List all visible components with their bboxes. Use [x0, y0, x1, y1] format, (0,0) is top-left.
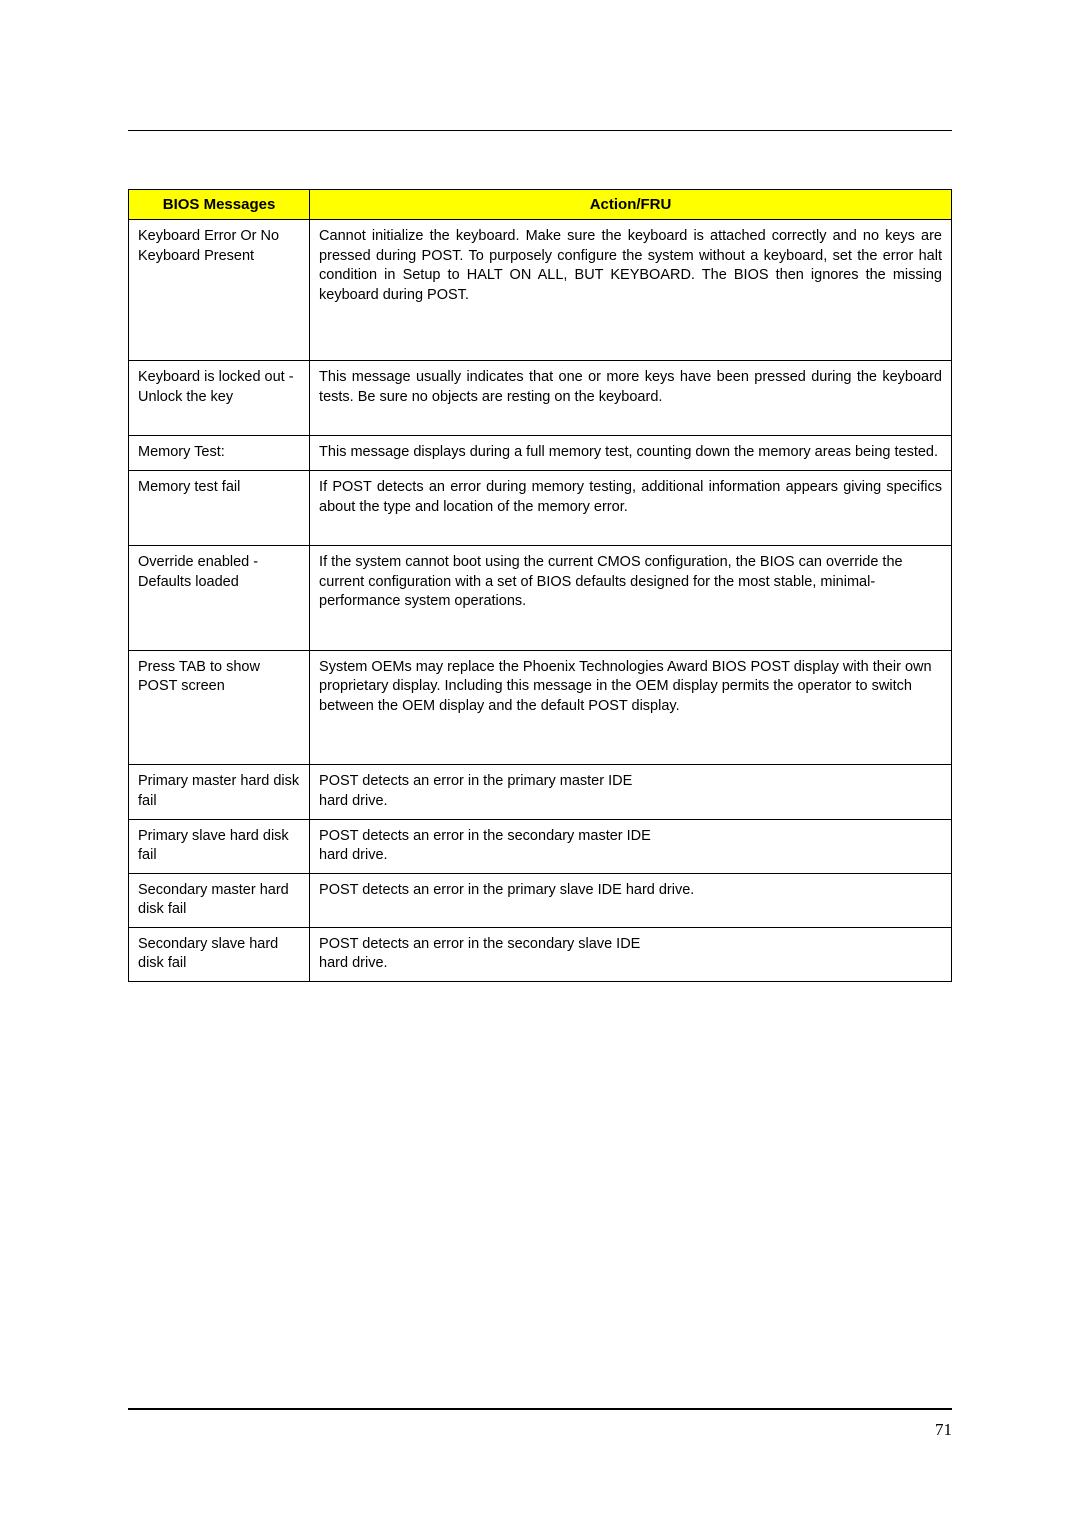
bios-message-cell: Memory test fail: [129, 470, 310, 545]
page-footer: 71: [128, 1408, 952, 1440]
bios-message-cell: Keyboard is locked out - Unlock the key: [129, 361, 310, 436]
bios-message-cell: Primary master hard disk fail: [129, 765, 310, 819]
bios-message-cell: Primary slave hard disk fail: [129, 819, 310, 873]
action-cell: POST detects an error in the primary mas…: [310, 765, 952, 819]
top-divider: [128, 130, 952, 131]
table-row: Memory Test: This message displays durin…: [129, 436, 952, 471]
table-row: Primary slave hard disk fail POST detect…: [129, 819, 952, 873]
table-row: Keyboard Error Or No Keyboard Present Ca…: [129, 220, 952, 361]
bios-messages-table: BIOS Messages Action/FRU Keyboard Error …: [128, 189, 952, 982]
action-cell: POST detects an error in the secondary s…: [310, 927, 952, 981]
action-cell: This message displays during a full memo…: [310, 436, 952, 471]
table-row: Secondary master hard disk fail POST det…: [129, 873, 952, 927]
action-cell: System OEMs may replace the Phoenix Tech…: [310, 650, 952, 765]
action-cell: Cannot initialize the keyboard. Make sur…: [310, 220, 952, 361]
table-row: Primary master hard disk fail POST detec…: [129, 765, 952, 819]
bios-message-cell: Keyboard Error Or No Keyboard Present: [129, 220, 310, 361]
bios-message-cell: Secondary master hard disk fail: [129, 873, 310, 927]
header-action-fru: Action/FRU: [310, 190, 952, 220]
action-cell: POST detects an error in the secondary m…: [310, 819, 952, 873]
bios-message-cell: Override enabled - Defaults loaded: [129, 546, 310, 651]
table-row: Memory test fail If POST detects an erro…: [129, 470, 952, 545]
footer-divider: [128, 1408, 952, 1410]
table-body: Keyboard Error Or No Keyboard Present Ca…: [129, 220, 952, 982]
action-cell: This message usually indicates that one …: [310, 361, 952, 436]
table-row: Secondary slave hard disk fail POST dete…: [129, 927, 952, 981]
header-bios-messages: BIOS Messages: [129, 190, 310, 220]
action-cell: POST detects an error in the primary sla…: [310, 873, 952, 927]
bios-message-cell: Press TAB to show POST screen: [129, 650, 310, 765]
action-cell: If POST detects an error during memory t…: [310, 470, 952, 545]
table-header-row: BIOS Messages Action/FRU: [129, 190, 952, 220]
bios-message-cell: Memory Test:: [129, 436, 310, 471]
table-row: Press TAB to show POST screen System OEM…: [129, 650, 952, 765]
bios-message-cell: Secondary slave hard disk fail: [129, 927, 310, 981]
page-number: 71: [128, 1420, 952, 1440]
action-cell: If the system cannot boot using the curr…: [310, 546, 952, 651]
table-row: Override enabled - Defaults loaded If th…: [129, 546, 952, 651]
table-row: Keyboard is locked out - Unlock the key …: [129, 361, 952, 436]
page-content: BIOS Messages Action/FRU Keyboard Error …: [0, 0, 1080, 982]
